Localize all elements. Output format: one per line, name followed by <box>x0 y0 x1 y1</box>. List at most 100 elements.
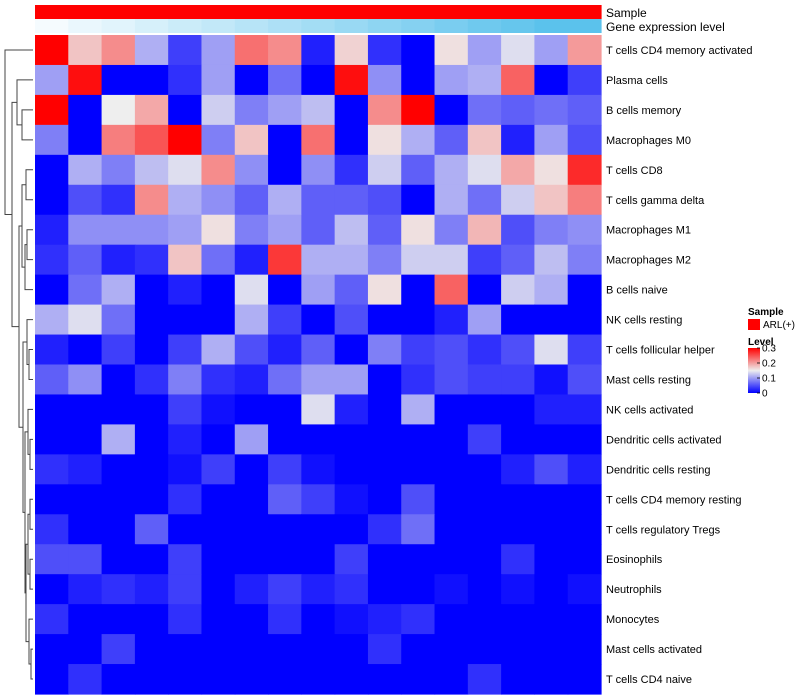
heatmap-cell <box>68 364 103 396</box>
heatmap-cell <box>534 544 569 575</box>
heatmap-cell <box>268 664 302 695</box>
heatmap-cell <box>168 364 203 396</box>
heatmap-cell <box>367 544 402 575</box>
heatmap-cell <box>567 334 602 366</box>
heatmap-cell <box>401 274 436 306</box>
heatmap-cell <box>401 664 436 695</box>
heatmap-cell <box>534 664 569 695</box>
heatmap-cell <box>501 394 536 426</box>
heatmap-cell <box>434 454 469 485</box>
heatmap-cell <box>367 424 402 455</box>
heatmap-cell <box>334 364 369 396</box>
heatmap-cell <box>268 574 302 605</box>
heatmap-cell <box>501 664 536 695</box>
heatmap-cell <box>101 664 136 695</box>
row-label: Macrophages M1 <box>606 225 691 237</box>
heatmap-cell <box>168 424 203 455</box>
heatmap-cell <box>467 454 502 485</box>
heatmap-cell <box>35 304 69 336</box>
heatmap-cell <box>201 154 236 186</box>
heatmap-cell <box>401 334 436 366</box>
heatmap-cell <box>301 94 336 126</box>
heatmap-cell <box>501 214 536 246</box>
heatmap-cell <box>434 634 469 665</box>
heatmap-cell <box>367 154 402 186</box>
heatmap-cell <box>401 604 436 635</box>
heatmap-cell <box>168 154 203 186</box>
dendrogram-branch <box>30 648 33 680</box>
heatmap-cell <box>234 154 269 186</box>
heatmap-cell <box>301 394 336 426</box>
heatmap-cell <box>134 304 169 336</box>
heatmap-cell <box>367 334 402 366</box>
heatmap-cell <box>534 484 569 515</box>
heatmap-cell <box>101 154 136 186</box>
heatmap-cell <box>201 664 236 695</box>
heatmap-cell <box>367 484 402 515</box>
heatmap-cell <box>134 184 169 216</box>
heatmap-cell <box>68 514 103 545</box>
heatmap-cell <box>201 514 236 545</box>
heatmap-cell <box>234 634 269 665</box>
heatmap-cell <box>268 154 302 186</box>
heatmap-cell <box>68 35 103 66</box>
heatmap-cell <box>567 184 602 216</box>
heatmap-cell <box>201 244 236 276</box>
heatmap-cell <box>101 274 136 306</box>
heatmap-cell <box>101 244 136 276</box>
heatmap-cell <box>534 634 569 665</box>
heatmap-cell <box>467 424 502 455</box>
heatmap-cells <box>35 35 602 695</box>
heatmap-cell <box>168 274 203 306</box>
heatmap-cell <box>268 35 302 66</box>
heatmap-cell <box>301 604 336 635</box>
heatmap-cell <box>367 604 402 635</box>
heatmap-cell <box>301 574 336 605</box>
heatmap-cell <box>467 484 502 515</box>
row-labels: T cells CD4 memory activated Plasma cells… <box>606 45 753 686</box>
heatmap-cell <box>567 574 602 605</box>
heatmap-cell <box>401 214 436 246</box>
heatmap-cell <box>35 364 69 396</box>
dendrogram-branch <box>29 558 33 590</box>
heatmap-cell <box>567 154 602 186</box>
heatmap-cell <box>301 634 336 665</box>
heatmap-cell <box>367 35 402 66</box>
heatmap-cell <box>68 574 103 605</box>
row-label: T cells CD4 memory resting <box>606 494 742 506</box>
heatmap-cell <box>168 634 203 665</box>
annotation-sample-cell <box>367 5 402 19</box>
heatmap-cell <box>401 454 436 485</box>
heatmap-cell <box>434 604 469 635</box>
heatmap-cell <box>234 214 269 246</box>
heatmap-cell <box>501 544 536 575</box>
heatmap-cell <box>35 214 69 246</box>
heatmap-cell <box>567 664 602 695</box>
heatmap-cell <box>501 334 536 366</box>
annotation-expression-cell <box>268 19 302 33</box>
dendrogram-branch <box>16 79 33 126</box>
heatmap-cell <box>301 664 336 695</box>
heatmap-cell <box>367 214 402 246</box>
heatmap-cell <box>501 514 536 545</box>
heatmap-cell <box>101 544 136 575</box>
heatmap-cell <box>401 634 436 665</box>
heatmap-cell <box>501 364 536 396</box>
heatmap-cell <box>567 244 602 276</box>
heatmap-cell <box>234 394 269 426</box>
heatmap-cell <box>534 35 569 66</box>
heatmap-cell <box>301 514 336 545</box>
heatmap-cell <box>268 274 302 306</box>
heatmap-cell <box>201 124 236 156</box>
heatmap-cell <box>467 184 502 216</box>
legend-level-tick-label: 0.3 <box>762 344 776 355</box>
heatmap-cell <box>101 35 136 66</box>
heatmap-cell <box>367 574 402 605</box>
heatmap-cell <box>334 94 369 126</box>
heatmap-cell <box>301 154 336 186</box>
heatmap-cell <box>201 184 236 216</box>
heatmap-cell <box>68 634 103 665</box>
heatmap-cell <box>567 64 602 96</box>
heatmap-cell <box>168 94 203 126</box>
heatmap-cell <box>501 634 536 665</box>
